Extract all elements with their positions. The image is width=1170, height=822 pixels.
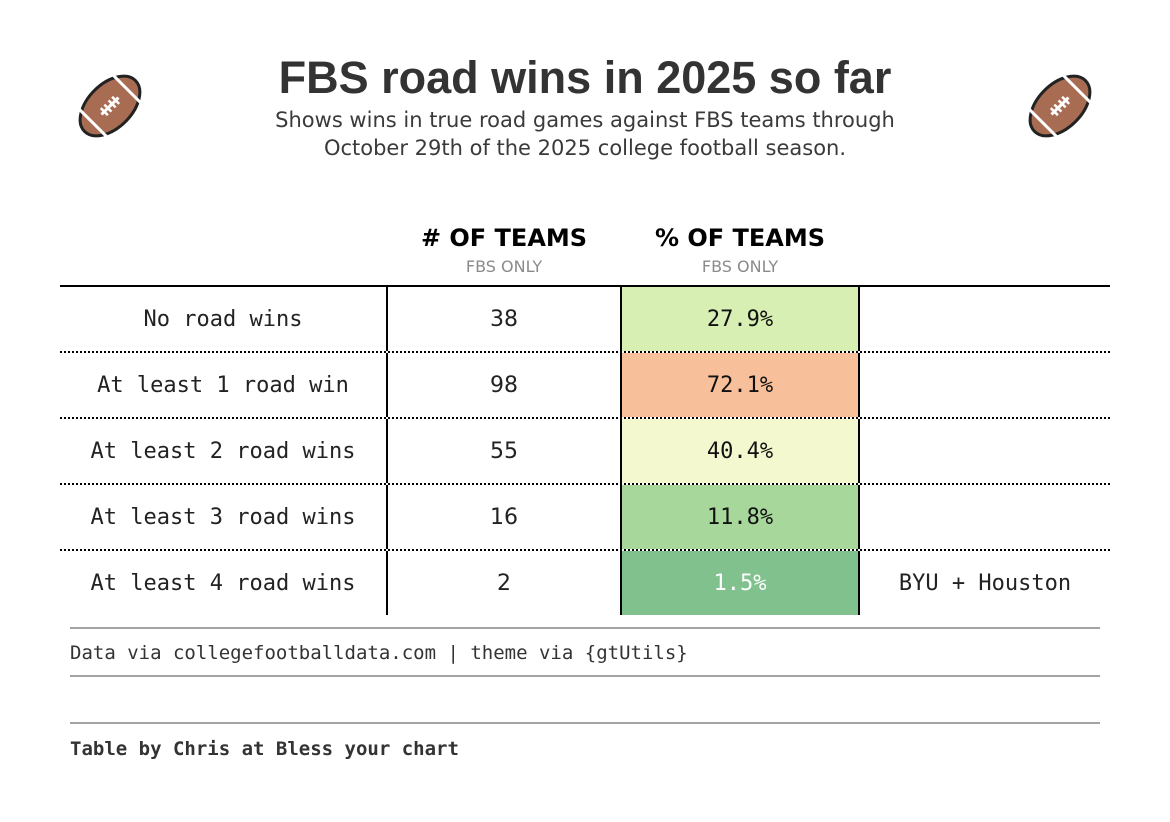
- row-note: BYU + Houston: [898, 570, 1072, 596]
- row-note: [860, 419, 1110, 483]
- team-percent: 11.8%: [620, 485, 860, 549]
- row-note: [860, 287, 1110, 351]
- table-row: At least 4 road wins 2 1.5% BYU + Houston: [60, 551, 1110, 615]
- team-count: 98: [490, 372, 518, 398]
- row-label: At least 1 road win: [60, 353, 388, 417]
- team-percent: 1.5%: [620, 551, 860, 615]
- chart-subtitle: Shows wins in true road games against FB…: [275, 108, 895, 160]
- credit-note: Table by Chris at Bless your chart: [70, 738, 459, 760]
- column-header-pct: % OF TEAMS: [654, 224, 826, 252]
- team-count: 38: [490, 306, 518, 332]
- team-percent: 27.9%: [620, 287, 860, 351]
- row-label: At least 2 road wins: [60, 419, 388, 483]
- team-percent: 40.4%: [620, 419, 860, 483]
- team-count: 55: [490, 438, 518, 464]
- team-percent: 72.1%: [620, 353, 860, 417]
- row-label: At least 4 road wins: [60, 551, 388, 615]
- row-label: At least 3 road wins: [60, 485, 388, 549]
- row-note: [860, 353, 1110, 417]
- table-row: At least 1 road win 98 72.1%: [60, 353, 1110, 419]
- row-note: [860, 485, 1110, 549]
- chart-title: FBS road wins in 2025 so far: [278, 52, 892, 103]
- footer-divider: [70, 675, 1100, 677]
- table-row: At least 2 road wins 55 40.4%: [60, 419, 1110, 485]
- football-icon: [1028, 74, 1092, 138]
- column-header-count: # OF TEAMS: [420, 224, 588, 252]
- team-count: 16: [490, 504, 518, 530]
- table-row: No road wins 38 27.9%: [60, 287, 1110, 353]
- source-note: Data via collegefootballdata.com | theme…: [70, 642, 688, 664]
- data-table: No road wins 38 27.9% At least 1 road win 98…: [60, 285, 1110, 615]
- row-label: No road wins: [60, 287, 388, 351]
- column-subheader-pct: FBS ONLY: [701, 257, 779, 276]
- column-subheader-count: FBS ONLY: [465, 257, 543, 276]
- footer-divider: [70, 627, 1100, 629]
- footer-divider: [70, 722, 1100, 724]
- football-icon: [78, 74, 142, 138]
- team-count: 2: [497, 570, 511, 596]
- table-row: At least 3 road wins 16 11.8%: [60, 485, 1110, 551]
